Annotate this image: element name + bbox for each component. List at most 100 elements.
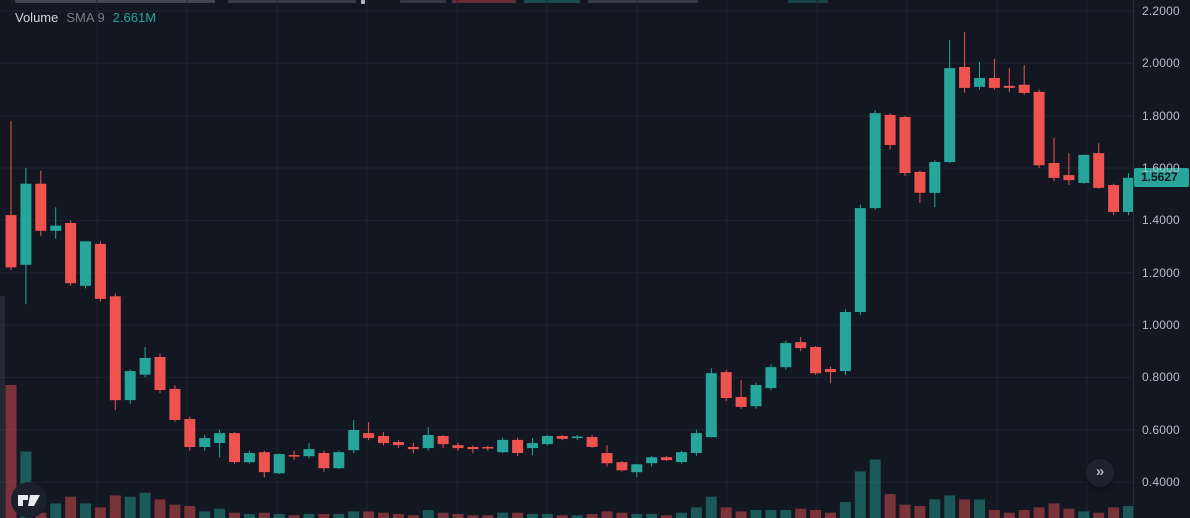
volume-bar: [1093, 512, 1105, 518]
volume-bar: [94, 507, 106, 518]
clipped-text-fragment: [15, 0, 215, 3]
volume-bar: [586, 514, 598, 518]
clipped-ohlc-fragment: [452, 0, 516, 3]
candle-body: [646, 457, 658, 464]
candle-body: [273, 454, 285, 474]
volume-bar: [452, 514, 464, 518]
candle-body: [1018, 84, 1030, 93]
candle-body: [765, 367, 777, 389]
candle-body: [780, 343, 792, 368]
candle-body: [20, 183, 32, 265]
candle-body: [452, 445, 464, 449]
volume-bar: [1108, 507, 1120, 518]
price-axis-label: 1.8000: [1142, 108, 1180, 123]
volume-bar: [482, 515, 494, 518]
volume-bar: [527, 514, 538, 518]
volume-bar: [1123, 506, 1133, 518]
volume-bar: [899, 504, 911, 518]
chart-canvas[interactable]: [0, 0, 1133, 518]
candle-body: [556, 436, 568, 439]
indicator-params: SMA 9: [66, 10, 105, 25]
price-axis-label: 0.4000: [1142, 475, 1180, 490]
volume-bar: [348, 511, 360, 518]
volume-bar: [735, 511, 747, 518]
volume-indicator-legend[interactable]: Volume SMA 9 2.661M: [15, 10, 156, 26]
candle-body: [631, 464, 643, 473]
candle-body: [884, 114, 896, 145]
candle-body: [243, 453, 255, 463]
volume-bar: [601, 511, 613, 518]
volume-bar: [869, 459, 881, 518]
candle-body: [139, 358, 151, 375]
clipped-text-fragment: [228, 0, 356, 3]
volume-bar: [974, 499, 985, 518]
volume-bar: [1033, 507, 1045, 518]
candle-body: [258, 452, 270, 473]
candle-body: [735, 397, 747, 407]
volume-bar: [631, 514, 643, 518]
candle-body: [124, 371, 136, 401]
volume-bar: [363, 511, 375, 518]
volume-bar: [214, 508, 226, 518]
volume-bar: [467, 515, 479, 518]
double-chevron-right-icon: »: [1095, 463, 1105, 480]
volume-bar: [1063, 508, 1075, 518]
clipped-text-fragment: [588, 0, 698, 3]
candle-body: [392, 442, 404, 446]
volume-bar: [854, 471, 866, 518]
candle-body: [899, 117, 911, 173]
candle-body: [303, 449, 315, 457]
candle-body: [720, 372, 732, 398]
candle-body: [497, 439, 509, 453]
price-axis-label: 0.8000: [1142, 370, 1180, 385]
price-axis-label: 1.0000: [1142, 318, 1180, 333]
candle-body: [825, 369, 836, 373]
volume-bar: [750, 510, 762, 518]
candle-body: [333, 452, 345, 469]
candle-body: [482, 447, 494, 449]
candle-body: [914, 171, 926, 193]
volume-bar: [80, 503, 91, 518]
volume-bar: [35, 512, 47, 518]
candle-body: [1003, 85, 1015, 88]
volume-bar: [661, 515, 673, 518]
volume-bar: [765, 510, 777, 518]
volume-bar: [437, 512, 449, 518]
volume-bar: [914, 506, 926, 518]
volume-bar: [124, 496, 136, 518]
price-axis-label: 1.6000: [1142, 161, 1180, 176]
volume-bar: [825, 512, 836, 518]
candle-body: [810, 347, 822, 374]
volume-bar: [944, 495, 956, 518]
candle-body: [571, 436, 583, 438]
volume-bar: [646, 514, 658, 518]
candle-body: [184, 419, 196, 447]
price-axis-label: 1.4000: [1142, 213, 1180, 228]
tradingview-logo-icon: [11, 482, 47, 518]
price-axis[interactable]: 1.5627 2.2000 2.0000 1.8000 1.6000 1.4000 1.2…: [1133, 0, 1190, 518]
candle-body: [929, 162, 941, 193]
volume-bar: [303, 514, 315, 518]
volume-bar: [884, 494, 896, 518]
volume-bar: [616, 512, 628, 518]
candle-body: [869, 113, 881, 209]
candle-body: [199, 438, 211, 447]
volume-bar: [512, 512, 524, 518]
candle-body: [1123, 177, 1133, 212]
clipped-left-candle: [0, 296, 5, 518]
volume-bar: [556, 515, 568, 518]
candle-body: [959, 67, 971, 88]
clipped-cursor-fragment: [361, 0, 365, 4]
volume-bar: [199, 511, 211, 518]
last-price-badge: 1.5627: [1134, 168, 1189, 188]
price-axis-label: 2.0000: [1142, 56, 1180, 71]
volume-bar: [571, 515, 583, 518]
tradingview-logo[interactable]: [10, 481, 48, 518]
volume-bar: [273, 514, 285, 518]
price-axis-label: 2.2000: [1142, 4, 1180, 18]
volume-bar: [780, 510, 792, 518]
volume-bar: [243, 514, 255, 518]
candle-body: [348, 430, 360, 451]
scroll-to-realtime-button[interactable]: »: [1086, 459, 1114, 487]
